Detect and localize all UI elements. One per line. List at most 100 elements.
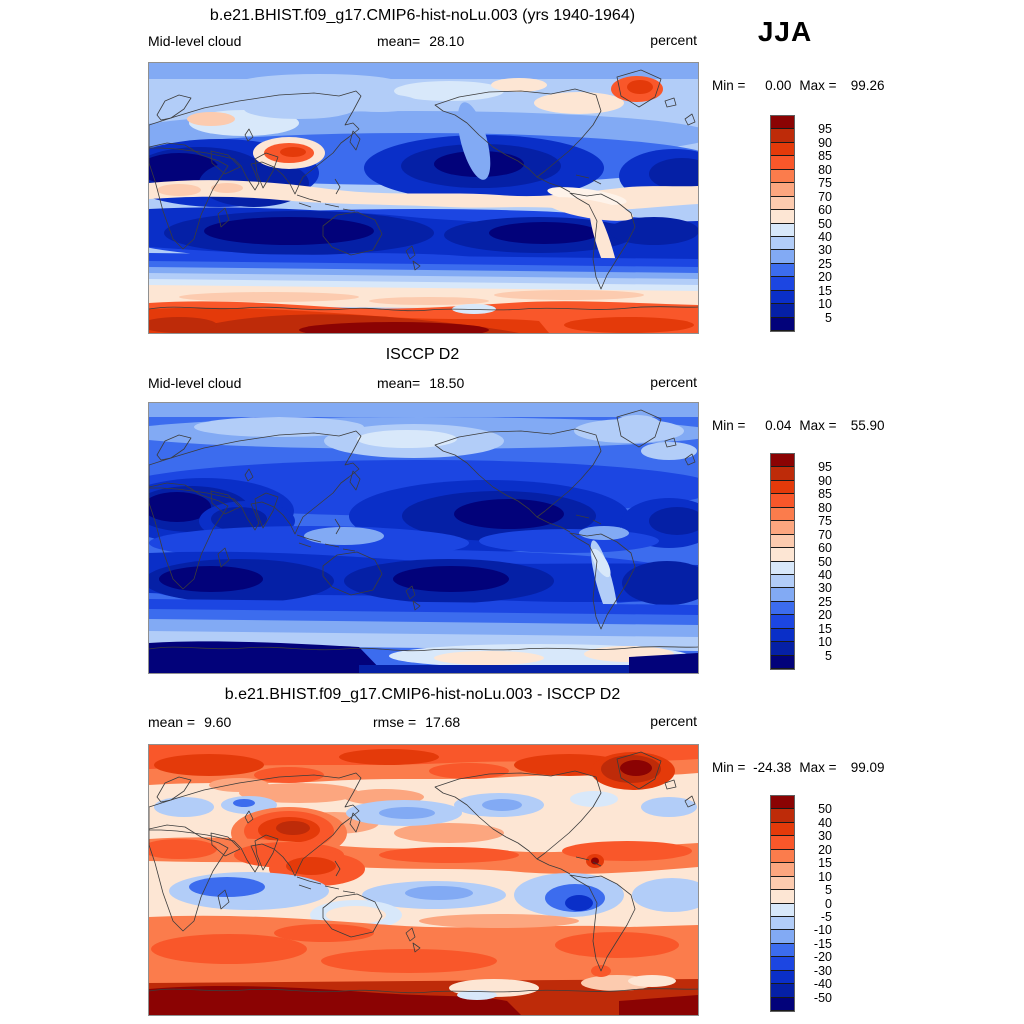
colorbar-segment bbox=[771, 169, 794, 184]
colorbar-tick-label: -30 bbox=[813, 963, 832, 978]
colorbar-tick-label: 10 bbox=[818, 869, 832, 884]
colorbar-tick-label: 20 bbox=[818, 842, 832, 857]
colorbar-segment bbox=[771, 129, 794, 143]
colorbar-tick-label: 75 bbox=[818, 514, 832, 529]
colorbar-tick-label: 40 bbox=[818, 815, 832, 830]
colorbar-segment bbox=[771, 304, 794, 318]
min-label: Min = bbox=[712, 78, 746, 93]
colorbar-tick-label: -40 bbox=[813, 977, 832, 992]
max-label: Max = bbox=[799, 760, 837, 775]
mean-value: 9.60 bbox=[204, 714, 232, 730]
colorbar-tick-label: 85 bbox=[818, 487, 832, 502]
mean-label: mean= bbox=[377, 33, 421, 49]
panel2-title: ISCCP D2 bbox=[385, 346, 460, 363]
panel3-units-label: percent bbox=[650, 713, 697, 729]
colorbar-segment bbox=[771, 943, 794, 958]
colorbar-tick-label: -20 bbox=[813, 950, 832, 965]
panel1-title: b.e21.BHIST.f09_g17.CMIP6-hist-noLu.003 … bbox=[209, 7, 636, 24]
colorbar-tick-label: 50 bbox=[818, 216, 832, 231]
min-value: -24.38 bbox=[753, 760, 792, 775]
colorbar-segment bbox=[771, 480, 794, 495]
panel3-mean: mean = 9.60 bbox=[148, 714, 231, 730]
colorbar-segment bbox=[771, 467, 794, 481]
max-label: Max = bbox=[799, 78, 837, 93]
rmse-value: 17.68 bbox=[425, 714, 461, 730]
contour-fill-layer bbox=[149, 745, 698, 1015]
colorbar-segment bbox=[771, 836, 794, 850]
colorbar-tick-label: 70 bbox=[818, 527, 832, 542]
colorbar-tick-label: 20 bbox=[818, 270, 832, 285]
colorbar-segment bbox=[771, 628, 794, 643]
colorbar-tick-label: 50 bbox=[818, 802, 832, 817]
panel3-title: b.e21.BHIST.f09_g17.CMIP6-hist-noLu.003 … bbox=[224, 686, 621, 703]
colorbar-segment bbox=[771, 890, 794, 904]
min-value: 0.00 bbox=[765, 78, 792, 93]
colorbar-segment bbox=[771, 588, 794, 602]
colorbar-tick-label: 5 bbox=[825, 648, 832, 663]
colorbar-segment bbox=[771, 534, 794, 549]
colorbar-segment bbox=[771, 521, 794, 535]
colorbar-segment bbox=[771, 210, 794, 224]
map-observations bbox=[148, 402, 699, 674]
mean-value: 28.10 bbox=[429, 33, 465, 49]
colorbar-segment bbox=[771, 655, 794, 669]
panel2-variable-label: Mid-level cloud bbox=[148, 375, 242, 391]
colorbar-tick-label: 40 bbox=[818, 567, 832, 582]
colorbar-tick-label: 15 bbox=[818, 856, 832, 871]
panel1-variable-label: Mid-level cloud bbox=[148, 33, 242, 49]
colorbar-segment bbox=[771, 494, 794, 508]
min-label: Min = bbox=[712, 760, 746, 775]
colorbar-tick-label: 80 bbox=[818, 500, 832, 515]
colorbar-segment bbox=[771, 809, 794, 823]
colorbar-tick-label: 10 bbox=[818, 635, 832, 650]
contour-fill-layer bbox=[149, 403, 698, 673]
colorbar-segment bbox=[771, 196, 794, 211]
colorbar-tick-label: 40 bbox=[818, 229, 832, 244]
colorbar-tick-label: -50 bbox=[813, 990, 832, 1005]
colorbar-segment bbox=[771, 984, 794, 998]
colorbar-segment bbox=[771, 183, 794, 197]
colorbar-segment bbox=[771, 574, 794, 589]
panel2-units-label: percent bbox=[650, 374, 697, 390]
panel1-minmax: Min = 0.00 Max = 99.26 bbox=[712, 78, 885, 93]
colorbar-tick-label: 25 bbox=[818, 256, 832, 271]
colorbar-segment bbox=[771, 642, 794, 656]
colorbar-tick-label: 0 bbox=[825, 896, 832, 911]
colorbar-segment bbox=[771, 930, 794, 944]
contour-fill-layer bbox=[149, 63, 698, 333]
colorbar-segment bbox=[771, 876, 794, 891]
colorbar-tick-label: 15 bbox=[818, 283, 832, 298]
colorbar-segment bbox=[771, 156, 794, 170]
colorbar-segment bbox=[771, 317, 794, 331]
colorbar-segment bbox=[771, 863, 794, 877]
colorbar-tick-label: 75 bbox=[818, 176, 832, 191]
min-value: 0.04 bbox=[765, 418, 792, 433]
colorbar-tick-label: 5 bbox=[825, 310, 832, 325]
colorbar-tick-label: 25 bbox=[818, 594, 832, 609]
mean-value: 18.50 bbox=[429, 375, 465, 391]
colorbar-segment bbox=[771, 796, 794, 810]
panel2-mean: mean= 18.50 bbox=[377, 375, 464, 391]
colorbar-tick-label: 60 bbox=[818, 203, 832, 218]
colorbar-tick-label: 5 bbox=[825, 883, 832, 898]
colorbar-segment bbox=[771, 849, 794, 864]
colorbar-segment bbox=[771, 236, 794, 251]
panel2-minmax: Min = 0.04 Max = 55.90 bbox=[712, 418, 885, 433]
colorbar-tick-label: 15 bbox=[818, 621, 832, 636]
colorbar-segment bbox=[771, 142, 794, 157]
max-label: Max = bbox=[799, 418, 837, 433]
colorbar-segment bbox=[771, 561, 794, 575]
colorbar-model: 95 90 85 80 75 70 60 50 40 30 25 20 15 10 5 bbox=[770, 115, 832, 332]
colorbar-tick-label: 90 bbox=[818, 135, 832, 150]
colorbar-segment bbox=[771, 957, 794, 971]
map-difference bbox=[148, 744, 699, 1016]
mean-label: mean = bbox=[148, 714, 196, 730]
colorbar-tick-label: -5 bbox=[820, 909, 832, 924]
max-value: 55.90 bbox=[850, 418, 885, 433]
colorbar-segment bbox=[771, 277, 794, 291]
colorbar-tick-label: 85 bbox=[818, 149, 832, 164]
colorbar-segment bbox=[771, 507, 794, 522]
colorbar-segment bbox=[771, 997, 794, 1011]
colorbar-tick-label: 10 bbox=[818, 297, 832, 312]
